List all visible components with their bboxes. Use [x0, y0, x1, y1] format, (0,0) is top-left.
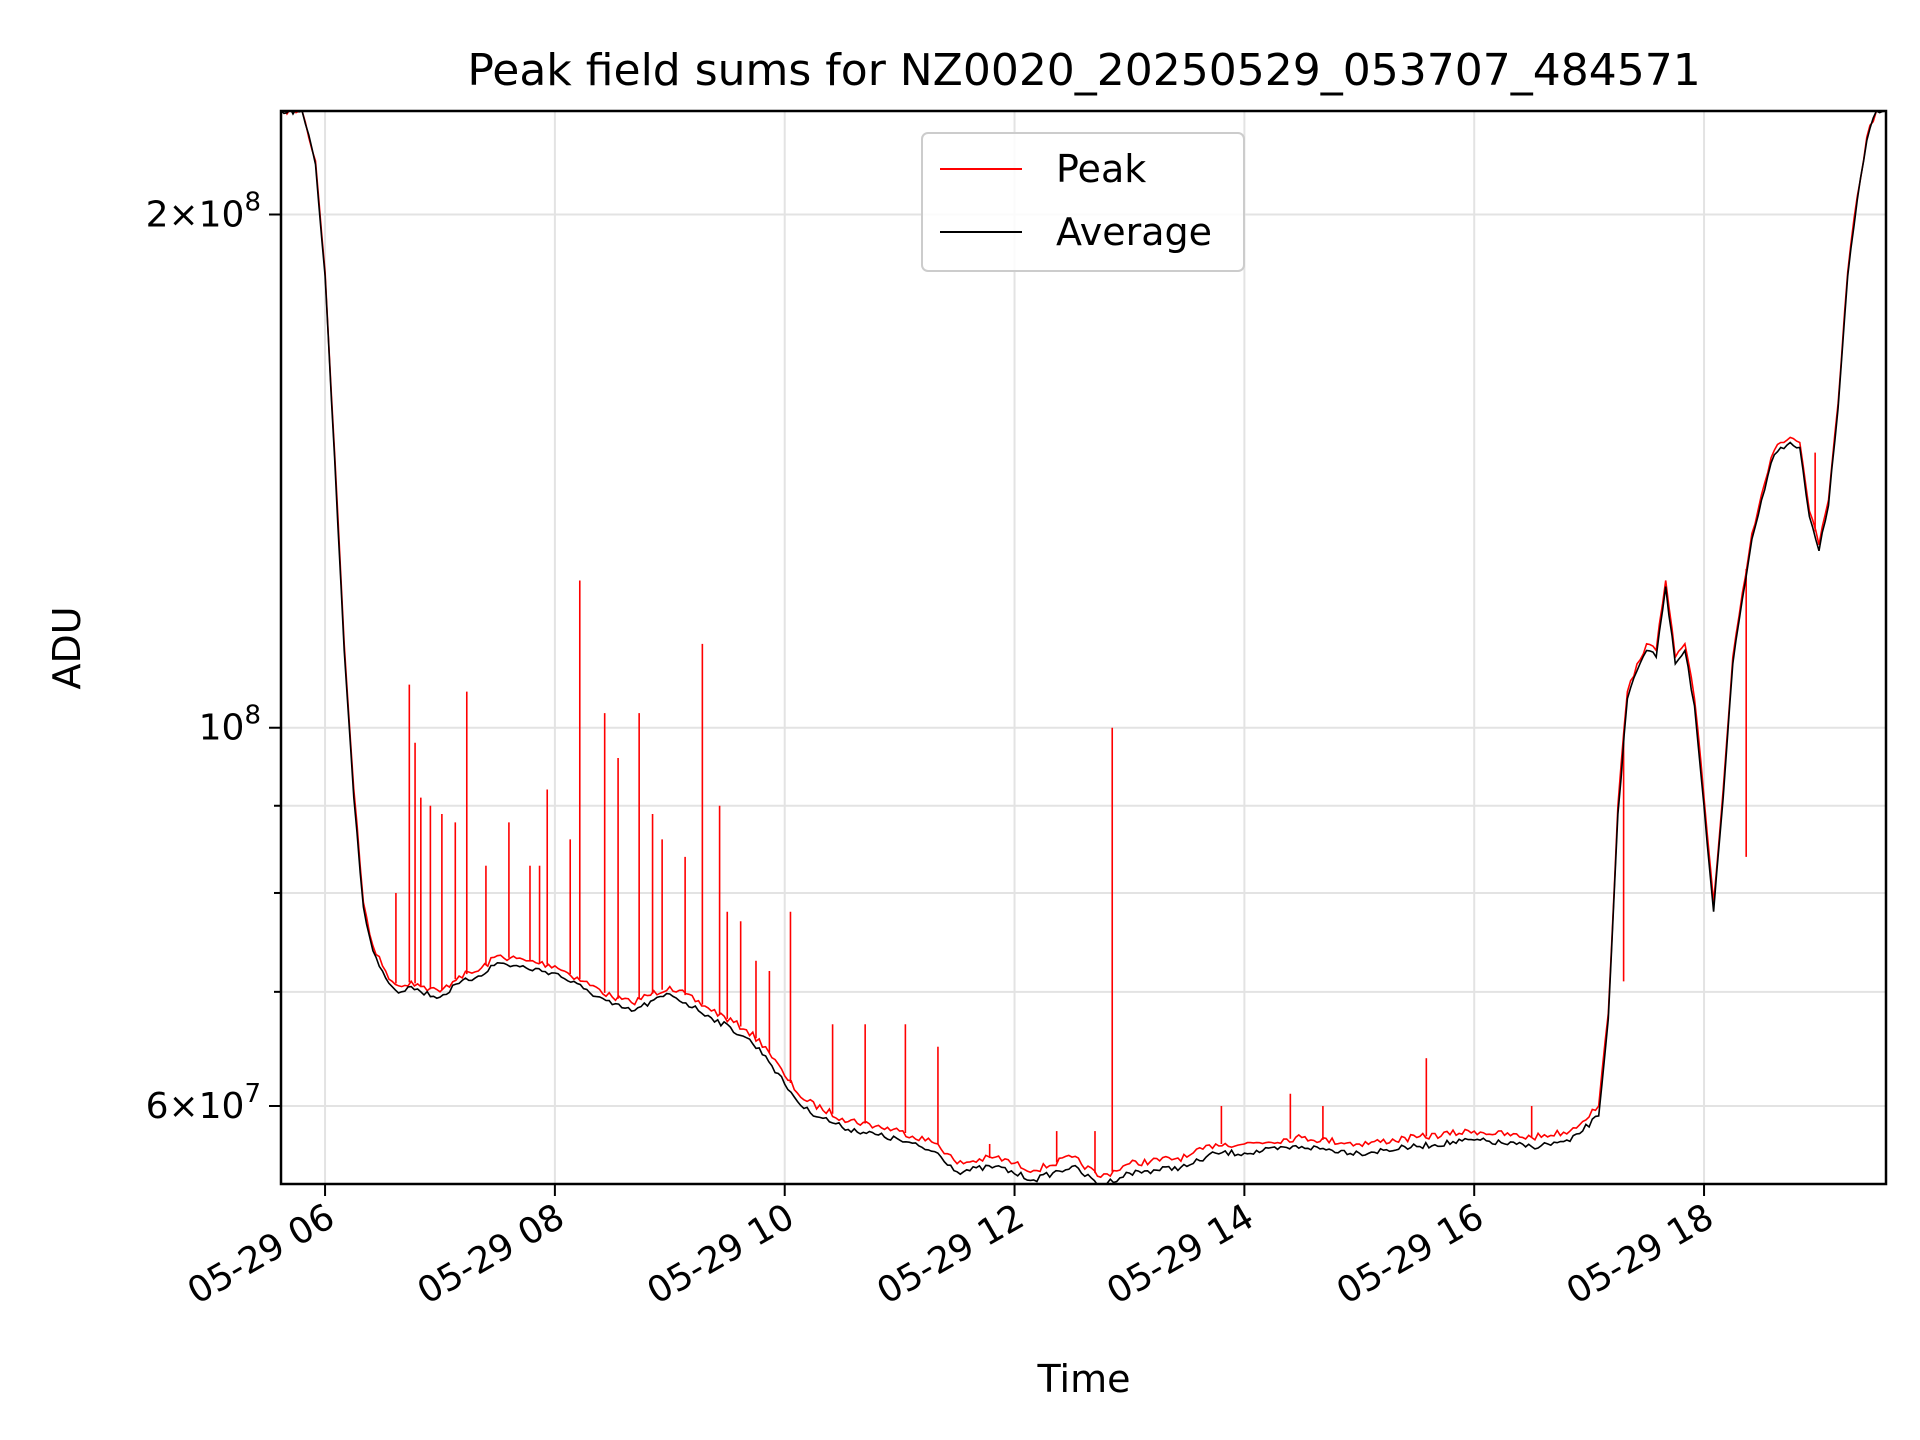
series-line-average: [281, 111, 1886, 1184]
legend-box: [921, 132, 1245, 272]
plot-frame: [279, 109, 1888, 1186]
y-tick-label: 2×108: [146, 187, 261, 235]
x-axis-label: Time: [1037, 1357, 1131, 1401]
plot-area: [281, 111, 1886, 1184]
y-axis: 6×107 108 2×108: [146, 187, 281, 1127]
legend: Peak Average: [921, 132, 1245, 272]
y-tick-label: 6×107: [146, 1079, 261, 1127]
y-axis-label: ADU: [45, 606, 89, 689]
chart-title: Peak field sums for NZ0020_20250529_0537…: [467, 45, 1700, 96]
legend-label-peak: Peak: [1056, 147, 1146, 191]
y-tick-label: 108: [199, 701, 261, 749]
legend-label-average: Average: [1056, 210, 1212, 254]
